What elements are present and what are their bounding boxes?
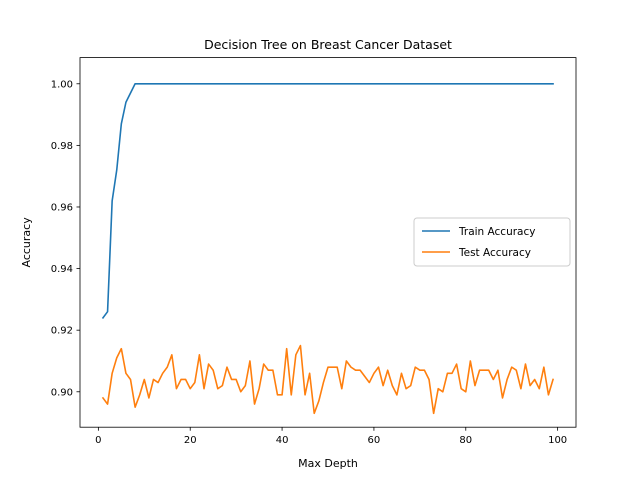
y-axis-label: Accuracy	[20, 217, 33, 268]
x-axis-label: Max Depth	[298, 457, 358, 470]
legend-label-train: Train Accuracy	[458, 226, 535, 238]
legend-box	[413, 217, 571, 267]
y-tick-label: 1.00	[51, 79, 73, 90]
chart-title: Decision Tree on Breast Cancer Dataset	[204, 37, 452, 52]
plot-lines	[101, 82, 555, 415]
x-tick-label: 60	[368, 435, 381, 446]
plot-frame	[79, 57, 577, 428]
series-line-train-accuracy	[101, 82, 554, 319]
x-tick-label: 0	[95, 435, 101, 446]
y-tick-label: 0.96	[51, 202, 73, 213]
y-axis-ticks: 0.90 0.92 0.94 0.96 0.98 1.00	[51, 79, 80, 398]
x-tick-label: 80	[459, 435, 472, 446]
legend: Train Accuracy Test Accuracy	[413, 217, 571, 267]
y-tick-label: 0.90	[51, 387, 73, 398]
legend-label-test: Test Accuracy	[458, 247, 531, 259]
y-tick-label: 0.98	[51, 141, 73, 152]
series-line-test-accuracy	[101, 344, 555, 415]
y-tick-label: 0.92	[51, 326, 73, 337]
x-tick-label: 100	[548, 435, 567, 446]
x-tick-label: 40	[276, 435, 289, 446]
x-axis-ticks: 0 20 40 60 80 100	[95, 427, 567, 446]
x-tick-label: 20	[184, 435, 197, 446]
y-tick-label: 0.94	[51, 264, 73, 275]
